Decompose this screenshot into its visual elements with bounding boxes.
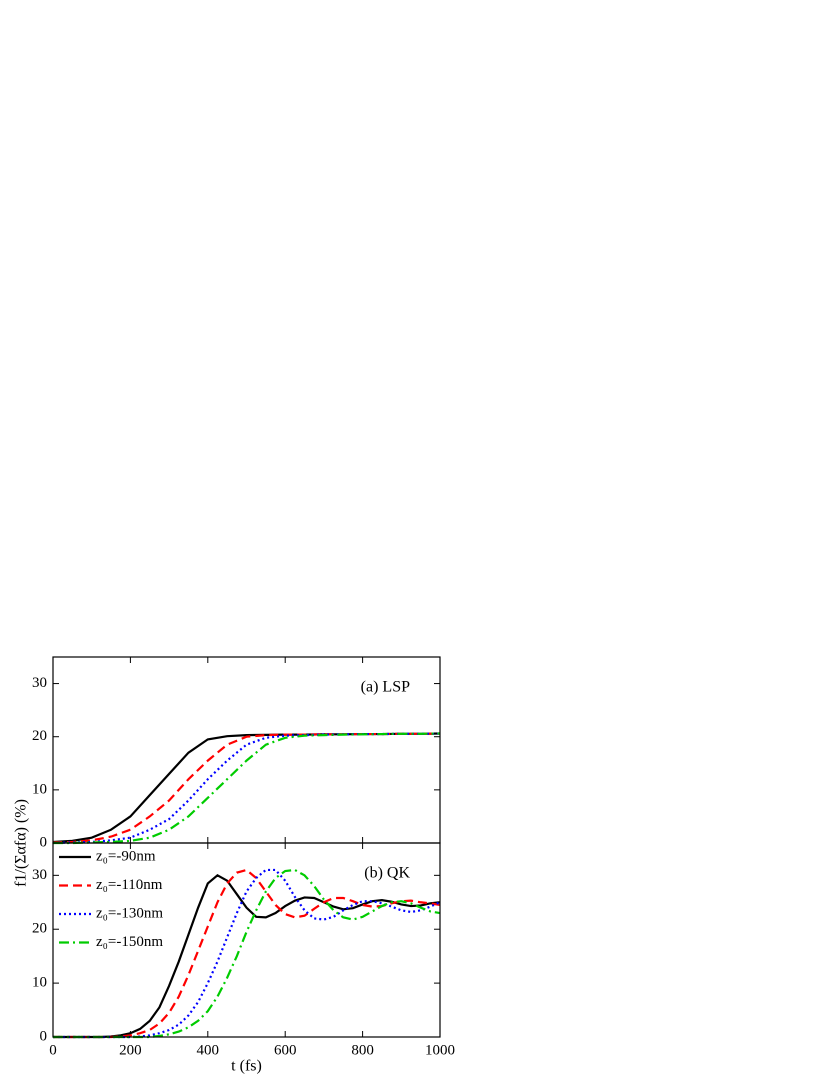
y-tick-label: 0 bbox=[40, 834, 48, 850]
y-tick-label: 30 bbox=[32, 867, 47, 883]
x-tick-label: 200 bbox=[119, 1042, 142, 1058]
annotation: (a) LSP bbox=[361, 679, 410, 696]
y-tick-label: 0 bbox=[40, 1028, 48, 1044]
legend-label: z₀=-130nm bbox=[96, 905, 163, 921]
data-line bbox=[52, 732, 441, 845]
y-tick-label: 20 bbox=[32, 921, 47, 937]
x-tick-label: 800 bbox=[351, 1042, 374, 1058]
y-tick-label: 10 bbox=[32, 975, 47, 991]
y-tick-label: 20 bbox=[32, 728, 47, 744]
y-tick-label: 30 bbox=[32, 675, 47, 691]
y-tick-label: 10 bbox=[32, 781, 47, 797]
x-tick-label: 1000 bbox=[425, 1042, 455, 1058]
data-line bbox=[53, 868, 441, 1039]
data-line bbox=[52, 732, 441, 844]
legend-label: z₀=-110nm bbox=[96, 877, 163, 893]
x-tick-label: 400 bbox=[197, 1042, 220, 1058]
annotation: (b) QK bbox=[364, 865, 410, 882]
x-tick-label: 600 bbox=[274, 1042, 297, 1058]
data-line bbox=[53, 868, 441, 1039]
y-axis-label: f1/(Σαfα) (%) bbox=[13, 799, 30, 887]
data-line bbox=[52, 732, 441, 844]
x-axis-label: t (fs) bbox=[231, 1058, 262, 1075]
legend-label: z₀=-150nm bbox=[96, 934, 163, 950]
data-line bbox=[53, 874, 441, 1039]
data-line bbox=[53, 732, 441, 845]
x-tick-label: 0 bbox=[49, 1042, 57, 1058]
data-line bbox=[53, 868, 441, 1039]
plot-frame bbox=[52, 842, 441, 1038]
legend-label: z₀=-90nm bbox=[96, 848, 156, 864]
